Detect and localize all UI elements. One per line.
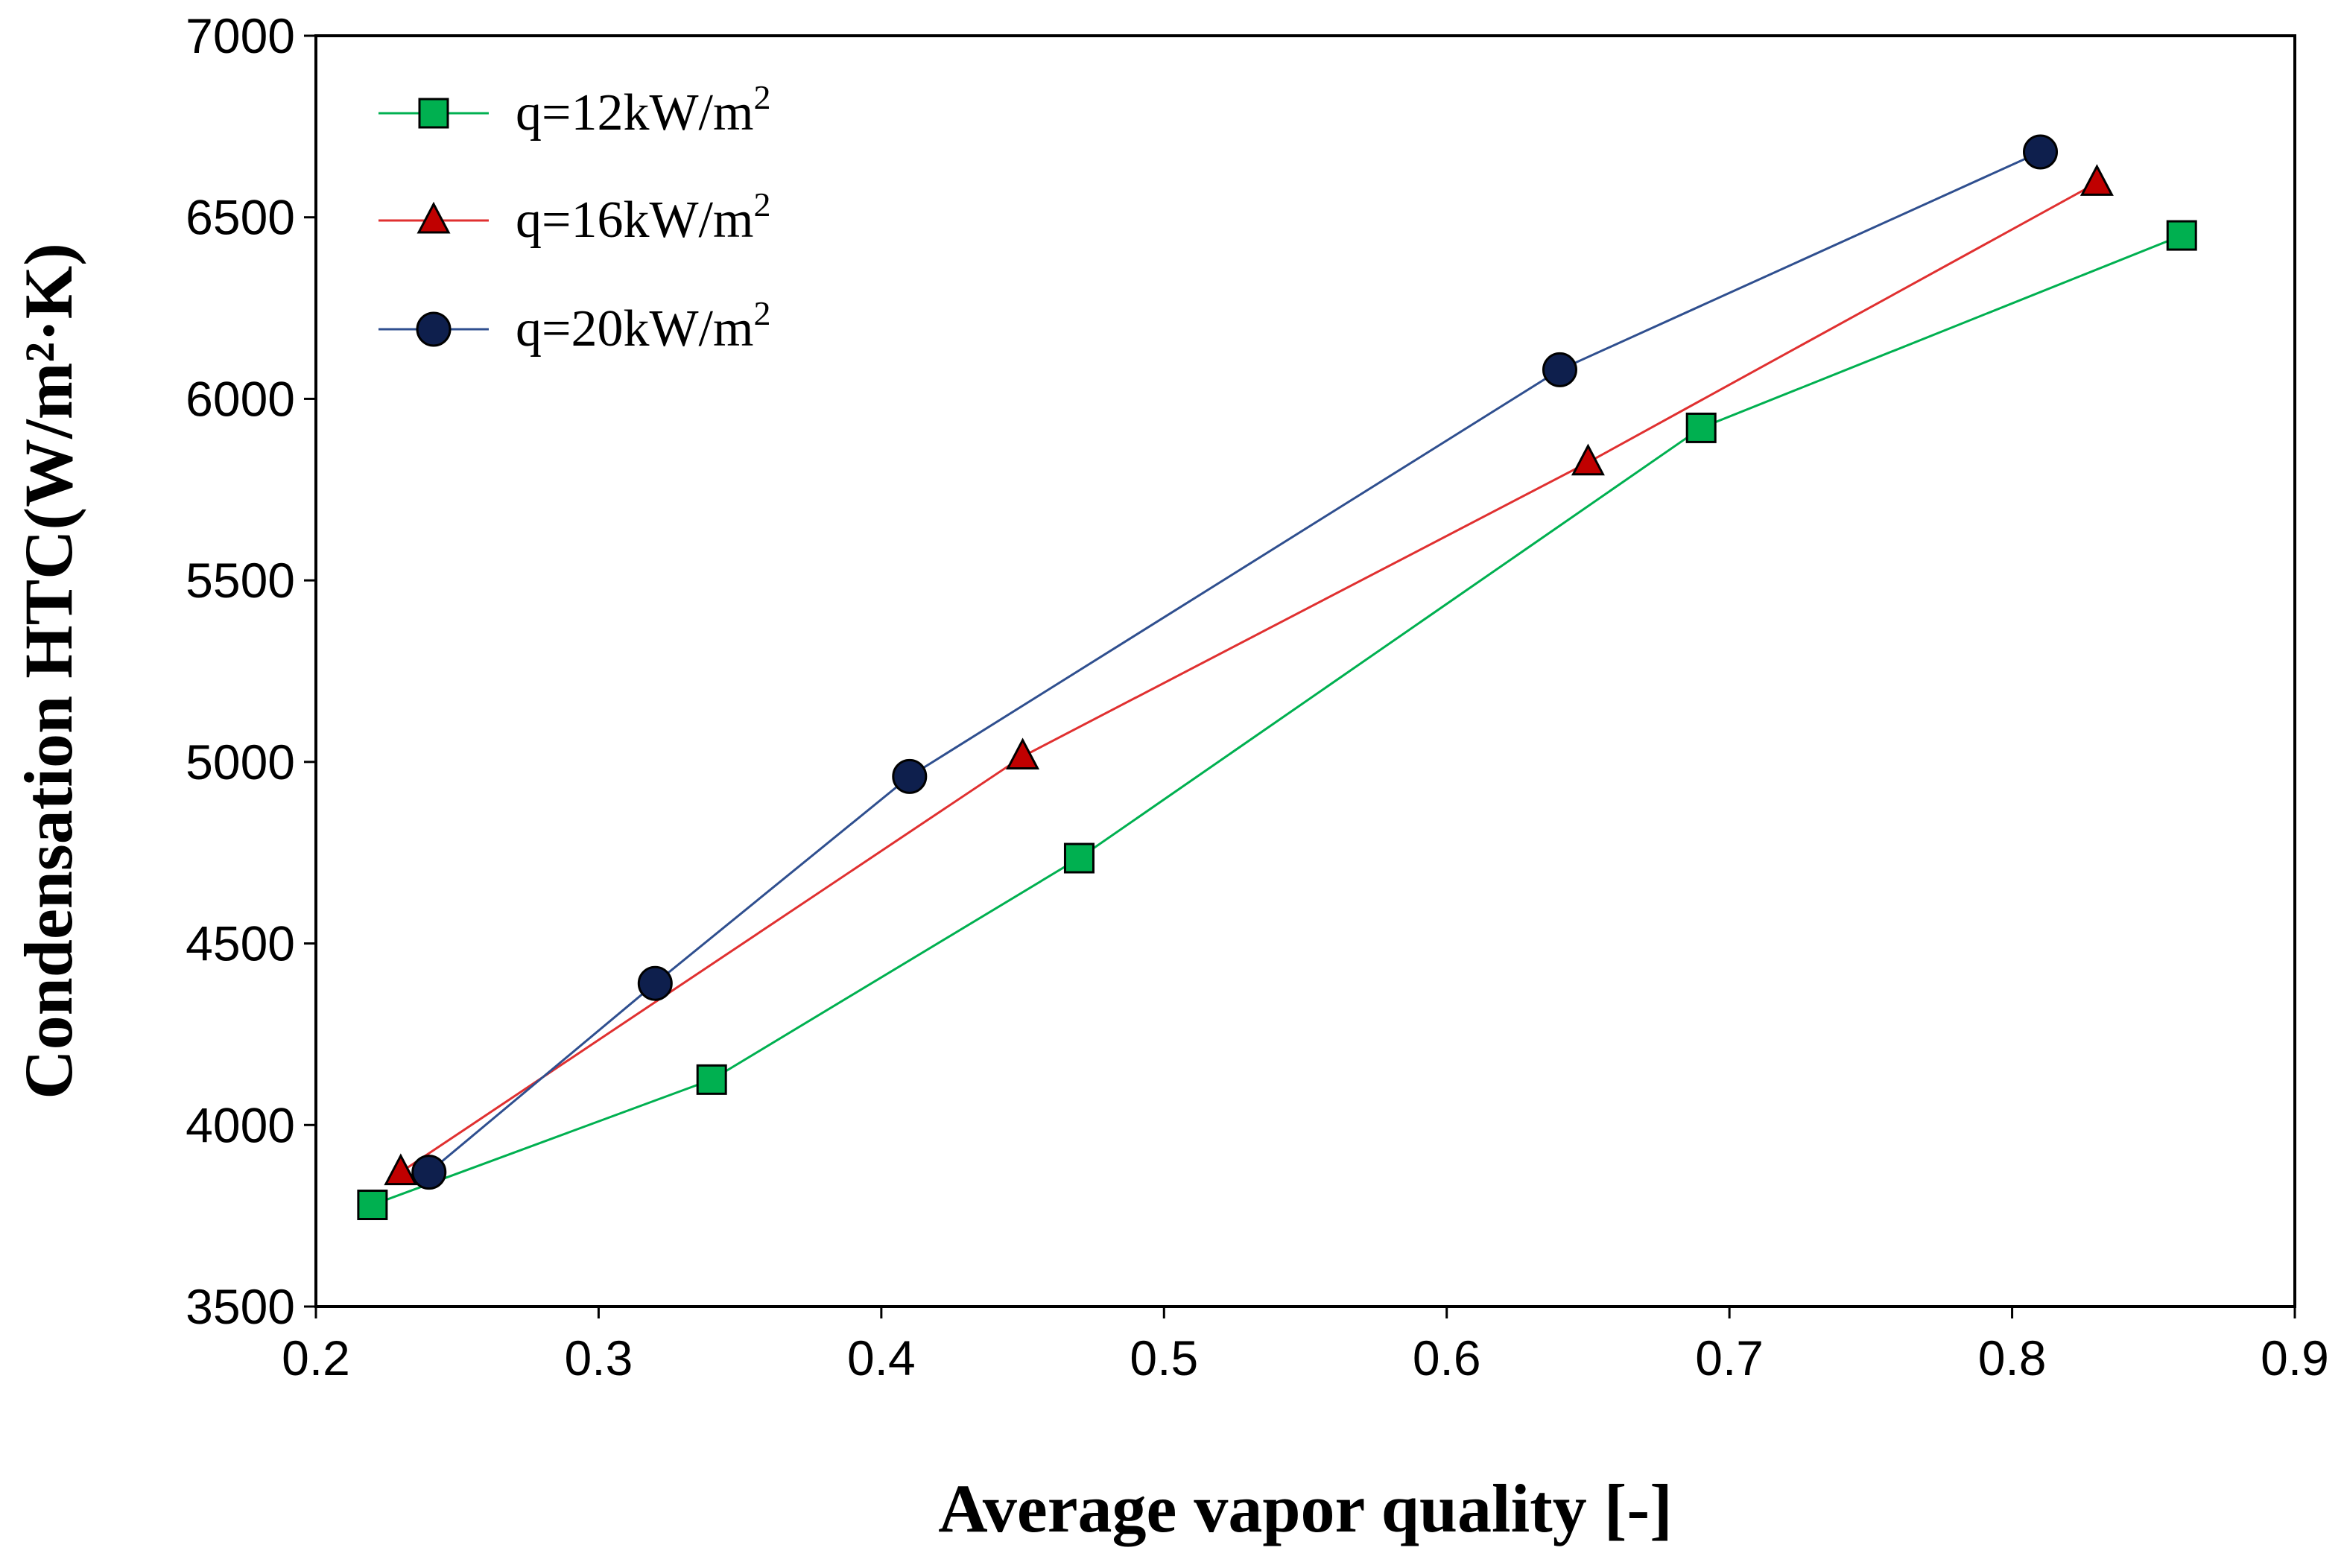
legend-label-superscript: 2	[753, 294, 770, 332]
x-tick-label: 0.7	[1695, 1330, 1764, 1386]
legend-marker-1	[418, 98, 449, 129]
x-tick-label: 0.4	[847, 1330, 916, 1386]
x-axis-title: Average vapor quality [-]	[938, 1470, 1672, 1546]
legend-label-text: q=16kW/m	[516, 191, 753, 249]
y-tick-label: 7000	[186, 8, 295, 63]
data-point-series-3	[2023, 134, 2059, 170]
y-tick-label: 4000	[186, 1097, 295, 1152]
data-point-series-2	[2079, 164, 2114, 196]
legend-label-2: q=16kW/m2	[516, 185, 770, 249]
data-point-series-3	[411, 1155, 447, 1190]
x-tick-label: 0.2	[282, 1330, 350, 1386]
plot-frame	[314, 34, 2296, 1308]
x-tick-label: 0.6	[1413, 1330, 1481, 1386]
series-markers	[357, 134, 2197, 1221]
data-point-series-3	[892, 758, 928, 794]
y-tick-label: 5500	[186, 553, 295, 608]
data-point-series-1	[357, 1190, 388, 1221]
series-line-2	[399, 182, 2098, 1173]
legend-label-text: q=12kW/m	[516, 84, 753, 142]
data-point-series-3	[1542, 352, 1577, 387]
legend-label-1: q=12kW/m2	[516, 78, 770, 142]
data-point-series-2	[1571, 443, 1605, 476]
axis-ticks: 0.2 0.3 0.4 0.5 0.6 0.7 0.8 0.9 3500 4000 4500 5000…	[186, 8, 2329, 1386]
x-tick-label: 0.9	[2261, 1330, 2329, 1386]
legend-label-text: q=20kW/m	[516, 300, 753, 358]
y-tick-label: 3500	[186, 1279, 295, 1334]
data-point-series-1	[1685, 412, 1717, 443]
legend-label-superscript: 2	[753, 78, 770, 116]
x-tick-label: 0.5	[1130, 1330, 1198, 1386]
y-tick-label: 6000	[186, 371, 295, 426]
data-point-series-1	[1063, 842, 1095, 874]
y-tick-label: 4500	[186, 916, 295, 971]
y-tick-label: 5000	[186, 734, 295, 790]
data-point-series-2	[384, 1153, 418, 1186]
x-tick-label: 0.8	[1978, 1330, 2047, 1386]
data-point-series-1	[2166, 220, 2197, 251]
y-axis-title: Condensation HTC(W/m²·K)	[10, 243, 86, 1099]
legend-marker-2	[416, 201, 451, 234]
legend-label-superscript: 2	[753, 185, 770, 223]
data-point-series-2	[1006, 737, 1040, 770]
legend: q=12kW/m2q=16kW/m2q=20kW/m2	[378, 78, 770, 358]
legend-label-3: q=20kW/m2	[516, 294, 770, 358]
x-tick-label: 0.3	[565, 1330, 633, 1386]
y-tick-label: 6500	[186, 190, 295, 245]
series-line-1	[372, 234, 2182, 1206]
data-point-series-3	[637, 965, 673, 1001]
data-point-series-1	[696, 1064, 727, 1095]
legend-marker-3	[416, 311, 452, 347]
